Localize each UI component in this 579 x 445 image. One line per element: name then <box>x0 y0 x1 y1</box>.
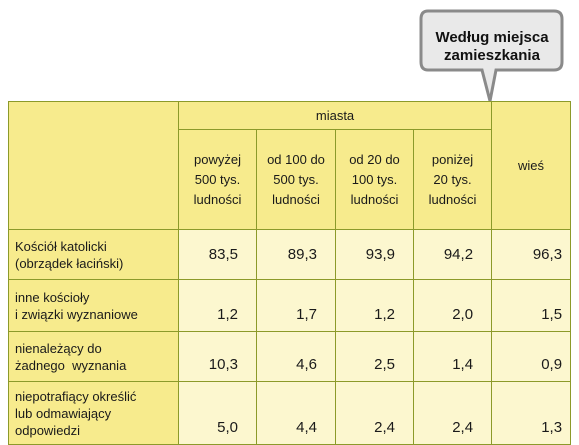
row-label-line: Kościół katolicki <box>15 238 107 254</box>
table-row: niepotrafiący określić lub odmawiający o… <box>8 381 572 445</box>
header-line: poniżej <box>431 151 474 167</box>
header-line: ludności <box>193 191 242 207</box>
value-cell: 4,6 <box>256 331 336 382</box>
value-cell: 2,0 <box>412 279 493 332</box>
header-line: 20 tys. <box>433 171 472 187</box>
value-cell: 2,4 <box>412 381 493 445</box>
value-cell: 1,7 <box>256 279 336 332</box>
row-label: niepotrafiący określić lub odmawiający o… <box>8 381 179 445</box>
value-cell: 1,2 <box>335 279 414 332</box>
value-cell: 1,5 <box>491 279 572 332</box>
denomination-by-residence-table: miasta wieś powyżej 500 tys. ludności od… <box>8 101 572 445</box>
header-line: powyżej <box>194 151 241 167</box>
table-row: nienależący do żadnego wyznania 10,3 4,6… <box>8 331 572 382</box>
header-line: od 20 do <box>349 151 400 167</box>
value-cell: 2,4 <box>335 381 414 445</box>
callout-line-1: Według miejsca <box>435 29 549 46</box>
table-row: Kościół katolicki (obrządek łaciński) 83… <box>8 229 572 280</box>
header-line: ludności <box>350 191 399 207</box>
value-cell: 1,2 <box>178 279 257 332</box>
value-cell: 5,0 <box>178 381 257 445</box>
callout-bubble-shape <box>419 9 564 102</box>
value-cell: 2,5 <box>335 331 414 382</box>
callout-title: Według miejsca zamieszkania <box>418 29 566 65</box>
row-label: inne kościoły i związki wyznaniowe <box>8 279 179 332</box>
header-cities: miasta <box>177 101 493 130</box>
row-label-line: żadnego wyznania <box>15 357 127 373</box>
header-line: 100 tys. <box>351 171 398 187</box>
callout-line-2: zamieszkania <box>444 47 540 64</box>
header-line: ludności <box>272 191 320 207</box>
value-cell: 89,3 <box>256 229 336 280</box>
header-line: ludności <box>428 191 477 207</box>
value-cell: 96,3 <box>491 229 572 280</box>
residence-callout: Według miejsca zamieszkania <box>418 8 566 102</box>
value-cell: 1,4 <box>412 331 493 382</box>
header-village: wieś <box>491 101 572 230</box>
corner-header-cell <box>8 101 179 230</box>
value-cell: 1,3 <box>491 381 572 445</box>
value-cell: 4,4 <box>256 381 336 445</box>
row-label-line: (obrządek łaciński) <box>15 255 124 271</box>
row-label: Kościół katolicki (obrządek łaciński) <box>8 229 179 280</box>
header-city-100k-500k: od 100 do 500 tys. ludności <box>256 129 336 230</box>
row-label-line: inne kościoły <box>15 289 90 305</box>
value-cell: 10,3 <box>178 331 257 382</box>
row-label-line: nienależący do <box>15 340 102 356</box>
header-city-over-500k: powyżej 500 tys. ludności <box>178 129 257 230</box>
header-city-20k-100k: od 20 do 100 tys. ludności <box>335 129 414 230</box>
row-label-line: niepotrafiący określić <box>15 388 137 404</box>
header-line: od 100 do <box>267 151 325 167</box>
row-label: nienależący do żadnego wyznania <box>8 331 179 382</box>
row-label-line: odpowiedzi <box>15 422 81 438</box>
value-cell: 83,5 <box>178 229 257 280</box>
value-cell: 0,9 <box>491 331 572 382</box>
row-label-line: lub odmawiający <box>15 405 112 421</box>
header-line: 500 tys. <box>194 171 241 187</box>
header-line: 500 tys. <box>273 171 319 187</box>
value-cell: 93,9 <box>335 229 414 280</box>
value-cell: 94,2 <box>412 229 493 280</box>
row-label-line: i związki wyznaniowe <box>15 306 138 322</box>
header-city-under-20k: poniżej 20 tys. ludności <box>412 129 493 230</box>
table-row: inne kościoły i związki wyznaniowe 1,2 1… <box>8 279 572 332</box>
